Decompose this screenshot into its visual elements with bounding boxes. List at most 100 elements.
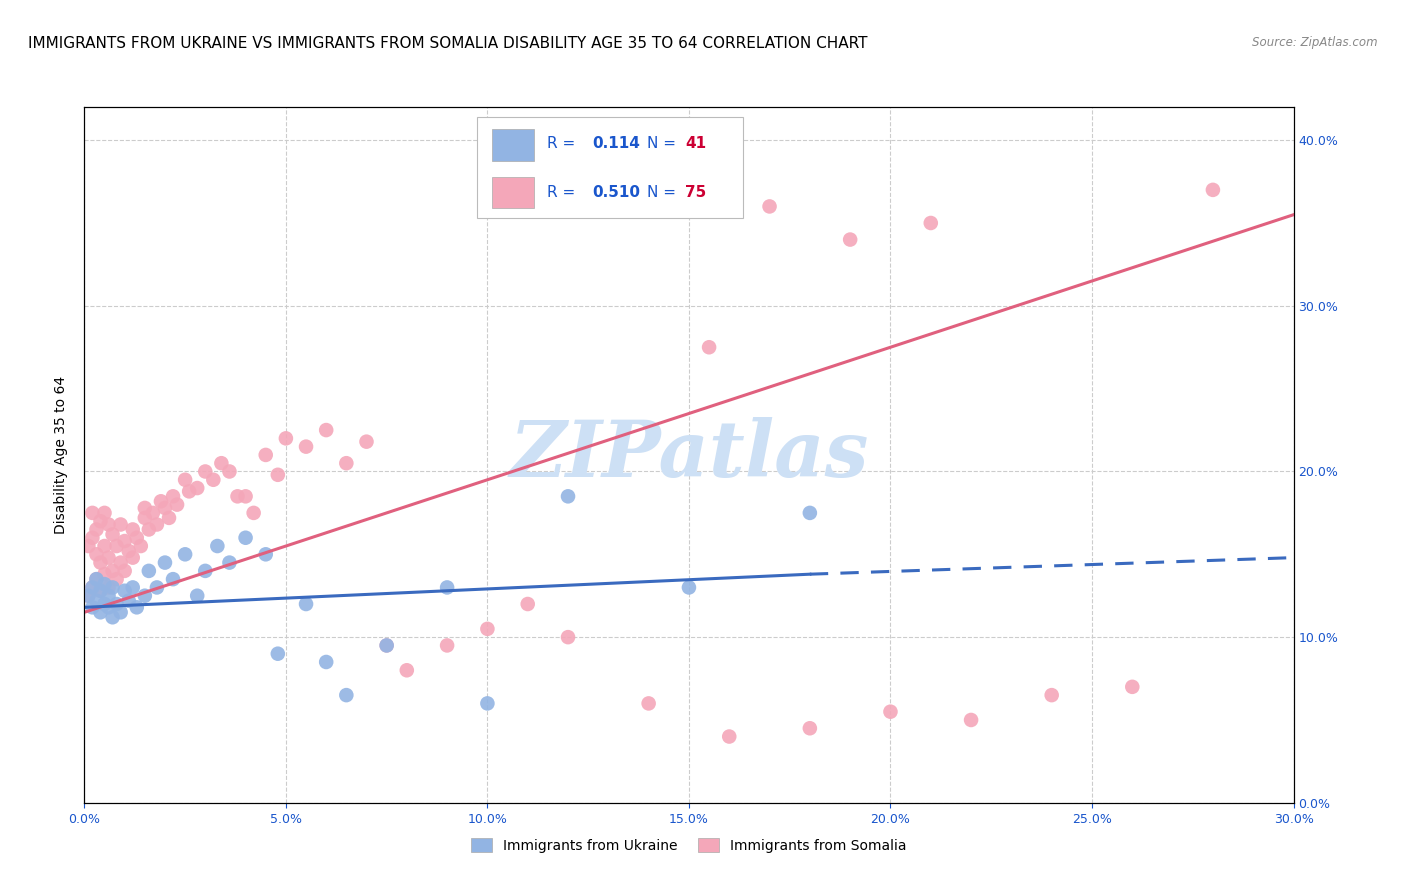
Point (138, 564, 160, 578)
Point (335, 456, 357, 470)
Point (226, 489, 249, 503)
Point (395, 663, 418, 677)
Point (166, 498, 188, 512)
Point (97, 581, 120, 595)
Point (174, 473, 197, 487)
FancyBboxPatch shape (492, 129, 534, 161)
Point (82, 531, 104, 545)
Point (254, 448, 277, 462)
Legend: Immigrants from Ukraine, Immigrants from Somalia: Immigrants from Ukraine, Immigrants from… (465, 832, 912, 858)
Point (114, 564, 136, 578)
Point (114, 534, 136, 549)
Point (134, 589, 156, 603)
Point (110, 517, 132, 532)
Point (134, 511, 156, 525)
Point (1121, 680, 1143, 694)
Point (315, 655, 337, 669)
Point (557, 630, 579, 644)
Point (146, 517, 169, 532)
Point (97, 517, 120, 532)
Point (114, 583, 136, 598)
Point (146, 581, 169, 595)
Point (118, 593, 141, 607)
Point (101, 610, 124, 624)
Point (274, 431, 297, 445)
Point (157, 511, 180, 525)
FancyBboxPatch shape (478, 118, 744, 219)
Point (89, 514, 111, 528)
Point (77, 539, 100, 553)
Point (718, 730, 741, 744)
Point (267, 647, 290, 661)
Point (267, 467, 290, 482)
Point (162, 489, 184, 503)
Point (97, 600, 120, 615)
Point (101, 527, 124, 541)
Point (375, 639, 398, 653)
Point (125, 531, 148, 545)
Point (516, 597, 538, 611)
Point (105, 539, 128, 553)
Point (335, 688, 357, 702)
Point (242, 506, 264, 520)
Point (138, 523, 160, 537)
Point (89, 605, 111, 619)
Point (153, 500, 176, 515)
Point (254, 547, 277, 561)
Point (879, 705, 901, 719)
Point (697, 340, 720, 354)
Point (218, 465, 240, 479)
Point (1202, 183, 1225, 197)
Point (194, 564, 217, 578)
Point (101, 581, 124, 595)
Point (86, 593, 108, 607)
Point (295, 597, 318, 611)
Point (125, 600, 148, 615)
Point (799, 721, 821, 735)
Point (678, 581, 700, 595)
Point (97, 550, 120, 565)
Text: 0.114: 0.114 (592, 136, 640, 152)
Point (218, 556, 240, 570)
Point (89, 583, 111, 598)
Point (315, 423, 337, 437)
Point (179, 484, 201, 499)
Point (202, 473, 225, 487)
Text: IMMIGRANTS FROM UKRAINE VS IMMIGRANTS FROM SOMALIA DISABILITY AGE 35 TO 64 CORRE: IMMIGRANTS FROM UKRAINE VS IMMIGRANTS FR… (28, 36, 868, 51)
Point (77, 589, 100, 603)
Point (207, 539, 229, 553)
Point (637, 697, 659, 711)
Point (105, 597, 128, 611)
Point (153, 556, 176, 570)
Text: R =: R = (547, 136, 575, 152)
Point (89, 556, 111, 570)
Point (142, 506, 165, 520)
Text: Source: ZipAtlas.com: Source: ZipAtlas.com (1253, 36, 1378, 49)
Point (209, 456, 232, 470)
Y-axis label: Disability Age 35 to 64: Disability Age 35 to 64 (55, 376, 69, 534)
Point (86, 572, 108, 586)
Point (129, 539, 152, 553)
FancyBboxPatch shape (492, 177, 534, 208)
Point (436, 639, 458, 653)
Point (118, 544, 141, 558)
Point (121, 523, 143, 537)
Point (86, 547, 108, 561)
Point (758, 199, 780, 213)
Point (174, 547, 197, 561)
Point (235, 489, 257, 503)
Point (295, 440, 318, 454)
Point (134, 500, 156, 515)
Point (356, 434, 378, 449)
Point (97, 589, 120, 603)
Point (375, 639, 398, 653)
Point (1040, 688, 1063, 702)
Point (162, 572, 184, 586)
Point (121, 550, 143, 565)
Point (82, 581, 104, 595)
Point (110, 605, 132, 619)
Point (93, 597, 115, 611)
Point (110, 556, 132, 570)
Text: 0.510: 0.510 (592, 186, 640, 200)
Point (477, 697, 499, 711)
